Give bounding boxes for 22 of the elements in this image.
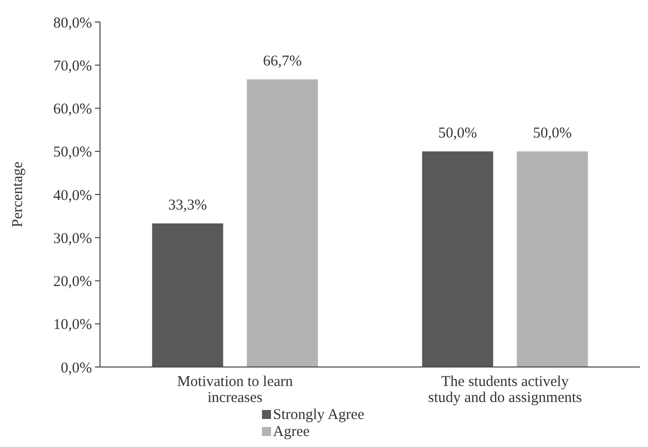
- y-axis-title: Percentage: [10, 161, 26, 228]
- y-tick-label: 80,0%: [53, 15, 92, 32]
- bar: [422, 151, 494, 367]
- y-tick-label: 70,0%: [53, 58, 92, 74]
- y-tick-label: 10,0%: [53, 317, 92, 334]
- y-tick-label: 40,0%: [53, 188, 92, 204]
- y-tick-label: 60,0%: [53, 102, 92, 118]
- data-label: 50,0%: [532, 125, 572, 142]
- y-tick-label: 50,0%: [53, 144, 92, 161]
- data-label: 33,3%: [168, 197, 208, 214]
- y-tick-label: 20,0%: [53, 274, 92, 290]
- y-tick-label: 0,0%: [60, 360, 92, 376]
- data-label: 66,7%: [262, 53, 302, 70]
- x-tick-label: Motivation to learn increases: [177, 374, 294, 406]
- legend-label: Strongly Agree: [273, 407, 365, 423]
- bar: [152, 223, 224, 367]
- x-tick-label: The students actively study and do assignments: [428, 374, 582, 406]
- legend-label: Agree: [273, 424, 310, 440]
- bar: [516, 151, 588, 367]
- y-tick-label: 30,0%: [53, 230, 92, 247]
- data-label: 50,0%: [438, 125, 478, 142]
- bar: [246, 79, 318, 367]
